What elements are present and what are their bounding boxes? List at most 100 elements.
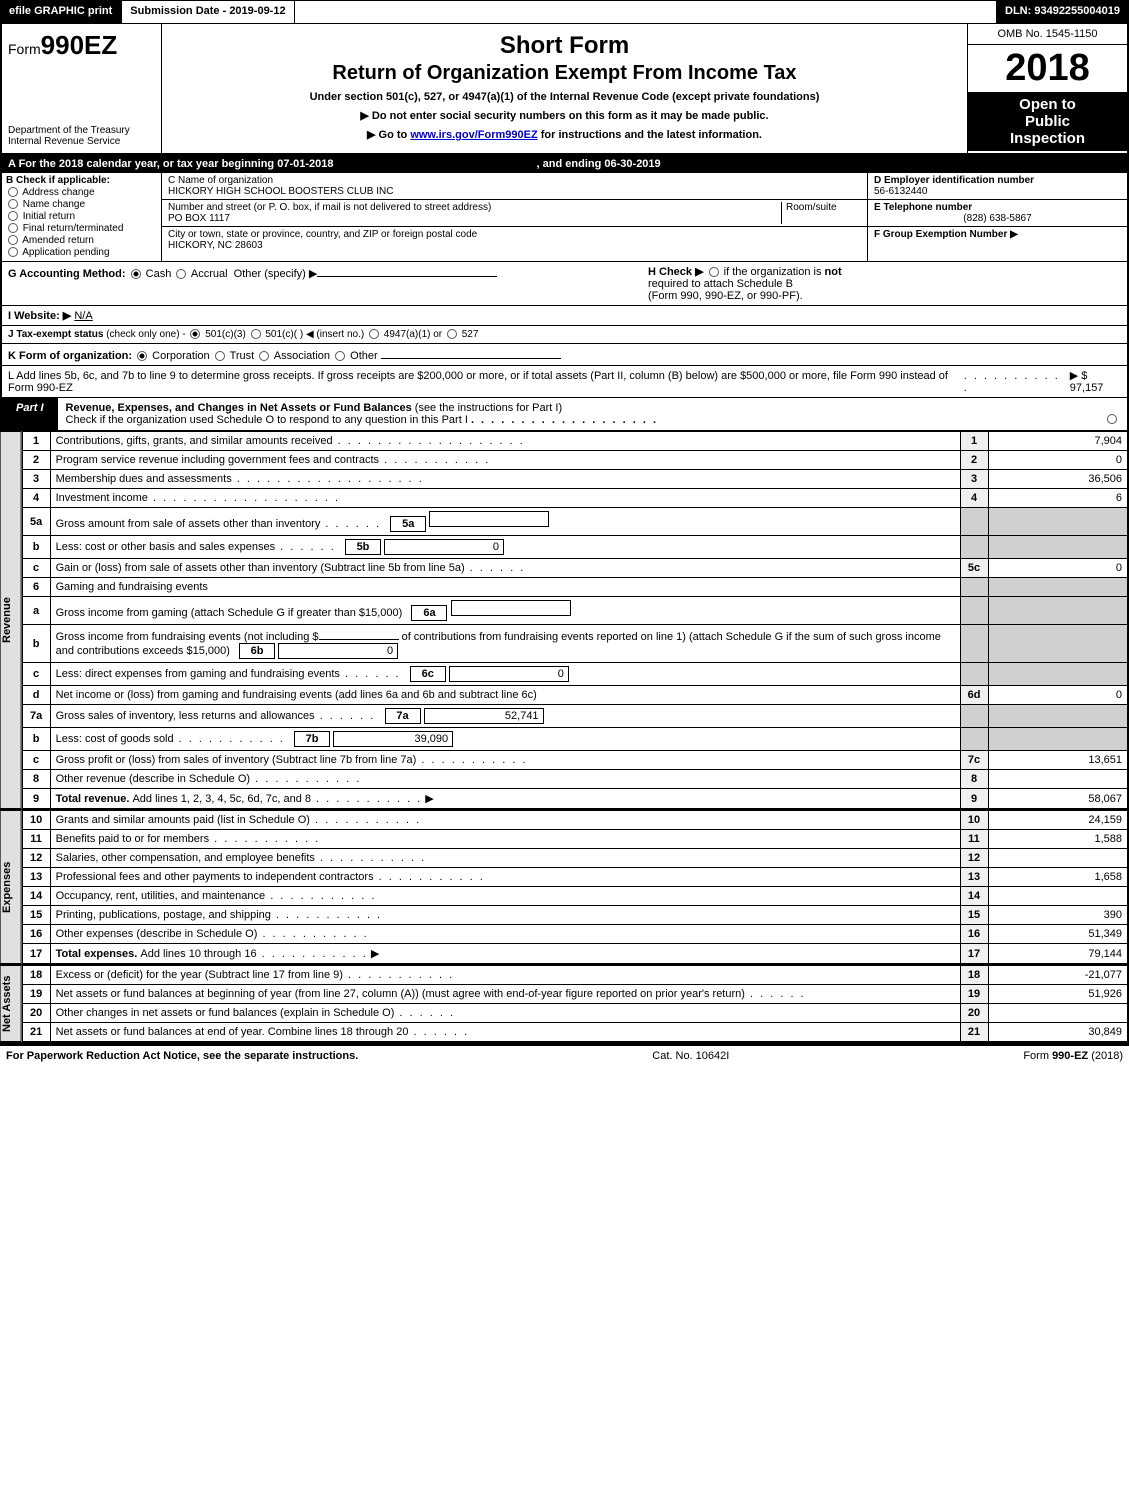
k-corp-radio[interactable] [137,351,147,361]
j-527-radio[interactable] [447,329,457,339]
r13-ln: 13 [960,868,988,887]
k-corp: Corporation [152,350,209,362]
r6d-t: Net income or (loss) from gaming and fun… [50,686,960,705]
row-17: 17Total expenses. Add lines 10 through 1… [22,944,1128,964]
footer-mid: Cat. No. 10642I [652,1050,729,1062]
r14-t: Occupancy, rent, utilities, and maintena… [50,887,960,906]
col-b-checkboxes: B Check if applicable: Address change Na… [2,173,162,261]
r5c-ln: 5c [960,559,988,578]
part1-schedule-o-checkbox[interactable] [1107,414,1117,424]
r6b-blank[interactable] [319,628,399,640]
k-trust-radio[interactable] [215,351,225,361]
g-cash-radio[interactable] [131,269,141,279]
row-16: 16Other expenses (describe in Schedule O… [22,925,1128,944]
r5b-ln [960,536,988,559]
k-other-blank[interactable] [381,347,561,359]
row-9: 9Total revenue. Add lines 1, 2, 3, 4, 5c… [22,789,1128,809]
chk-name-change[interactable]: Name change [6,199,157,210]
g-cash: Cash [146,268,172,280]
r7c-n: c [22,751,50,770]
r12-n: 12 [22,849,50,868]
chk-address-change[interactable]: Address change [6,187,157,198]
row-19: 19Net assets or fund balances at beginni… [22,985,1128,1004]
expenses-section: Expenses 10Grants and similar amounts pa… [0,810,1129,965]
r17-rest: Add lines 10 through 16 [140,948,367,960]
j-501c: 501(c)( ) [265,329,303,340]
h-checkbox[interactable] [709,267,719,277]
chk-initial-return[interactable]: Initial return [6,211,157,222]
r6c-amt [988,663,1128,686]
r12-ln: 12 [960,849,988,868]
r5b-amt [988,536,1128,559]
row-6a: aGross income from gaming (attach Schedu… [22,597,1128,625]
r16-t: Other expenses (describe in Schedule O) [50,925,960,944]
r15-amt: 390 [988,906,1128,925]
j-501c3-radio[interactable] [190,329,200,339]
r21-t: Net assets or fund balances at end of ye… [50,1023,960,1042]
k-label: K Form of organization: [8,350,132,362]
r6c-ln [960,663,988,686]
title-short-form: Short Form [172,32,957,60]
row-12: 12Salaries, other compensation, and empl… [22,849,1128,868]
r5a-box: 5a [390,516,426,532]
row-6b: bGross income from fundraising events (n… [22,625,1128,663]
revenue-sidebar: Revenue [0,431,22,809]
r6c-n: c [22,663,50,686]
r7a-t: Gross sales of inventory, less returns a… [50,705,960,728]
chk-application-pending[interactable]: Application pending [6,247,157,258]
j-4947-radio[interactable] [369,329,379,339]
r2-amt: 0 [988,451,1128,470]
efile-print-button[interactable]: efile GRAPHIC print [0,0,121,24]
r6b-box: 6b [239,643,275,659]
g-other-blank[interactable] [317,265,497,277]
row-3: 3Membership dues and assessments336,506 [22,470,1128,489]
city-value: HICKORY, NC 28603 [168,240,861,251]
g-accrual-radio[interactable] [176,269,186,279]
r4-ln: 4 [960,489,988,508]
row-5b: bLess: cost or other basis and sales exp… [22,536,1128,559]
row-7b: bLess: cost of goods sold 7b 39,090 [22,728,1128,751]
chk-amended-return[interactable]: Amended return [6,235,157,246]
net-assets-table: 18Excess or (deficit) for the year (Subt… [22,965,1129,1042]
expenses-sidebar: Expenses [0,810,22,964]
revenue-table: 1Contributions, gifts, grants, and simil… [22,431,1129,809]
org-name-value: HICKORY HIGH SCHOOL BOOSTERS CLUB INC [168,186,861,197]
r13-n: 13 [22,868,50,887]
r13-t: Professional fees and other payments to … [50,868,960,887]
part1-check-dots [471,414,658,426]
row-5c: cGain or (loss) from sale of assets othe… [22,559,1128,578]
k-other-radio[interactable] [335,351,345,361]
group-exemption-row: F Group Exemption Number ▶ [868,227,1127,261]
col-c-org-info: C Name of organization HICKORY HIGH SCHO… [162,173,867,261]
r6a-n: a [22,597,50,625]
row-21: 21Net assets or fund balances at end of … [22,1023,1128,1042]
ein-label: D Employer identification number [874,175,1121,186]
r15-ln: 15 [960,906,988,925]
r21-ln: 21 [960,1023,988,1042]
j-501c-radio[interactable] [251,329,261,339]
r9-n: 9 [22,789,50,809]
row-a-pre: A For the 2018 calendar year, or tax yea… [8,158,277,170]
r10-n: 10 [22,811,50,830]
subtitle-ssn-warning: ▶ Do not enter social security numbers o… [172,109,957,122]
chk-final-return[interactable]: Final return/terminated [6,223,157,234]
part1-check-text: Check if the organization used Schedule … [66,414,468,426]
r3-n: 3 [22,470,50,489]
r7b-text: Less: cost of goods sold [56,733,285,745]
subtitle-goto: ▶ Go to www.irs.gov/Form990EZ for instru… [172,128,957,141]
j-527: 527 [462,329,479,340]
r4-t: Investment income [50,489,960,508]
k-assoc-radio[interactable] [259,351,269,361]
irs-link[interactable]: www.irs.gov/Form990EZ [410,129,537,141]
r6d-n: d [22,686,50,705]
h-forms: (Form 990, 990-EZ, or 990-PF). [648,290,803,302]
r7a-amt [988,705,1128,728]
r14-amt [988,887,1128,906]
j-label: J Tax-exempt status [8,329,103,340]
h-not: not [825,266,842,278]
row-20: 20Other changes in net assets or fund ba… [22,1004,1128,1023]
org-name-row: C Name of organization HICKORY HIGH SCHO… [162,173,867,200]
r7a-n: 7a [22,705,50,728]
chk-name-change-label: Name change [23,199,85,210]
line-i: I Website: ▶ N/A [0,306,1129,326]
